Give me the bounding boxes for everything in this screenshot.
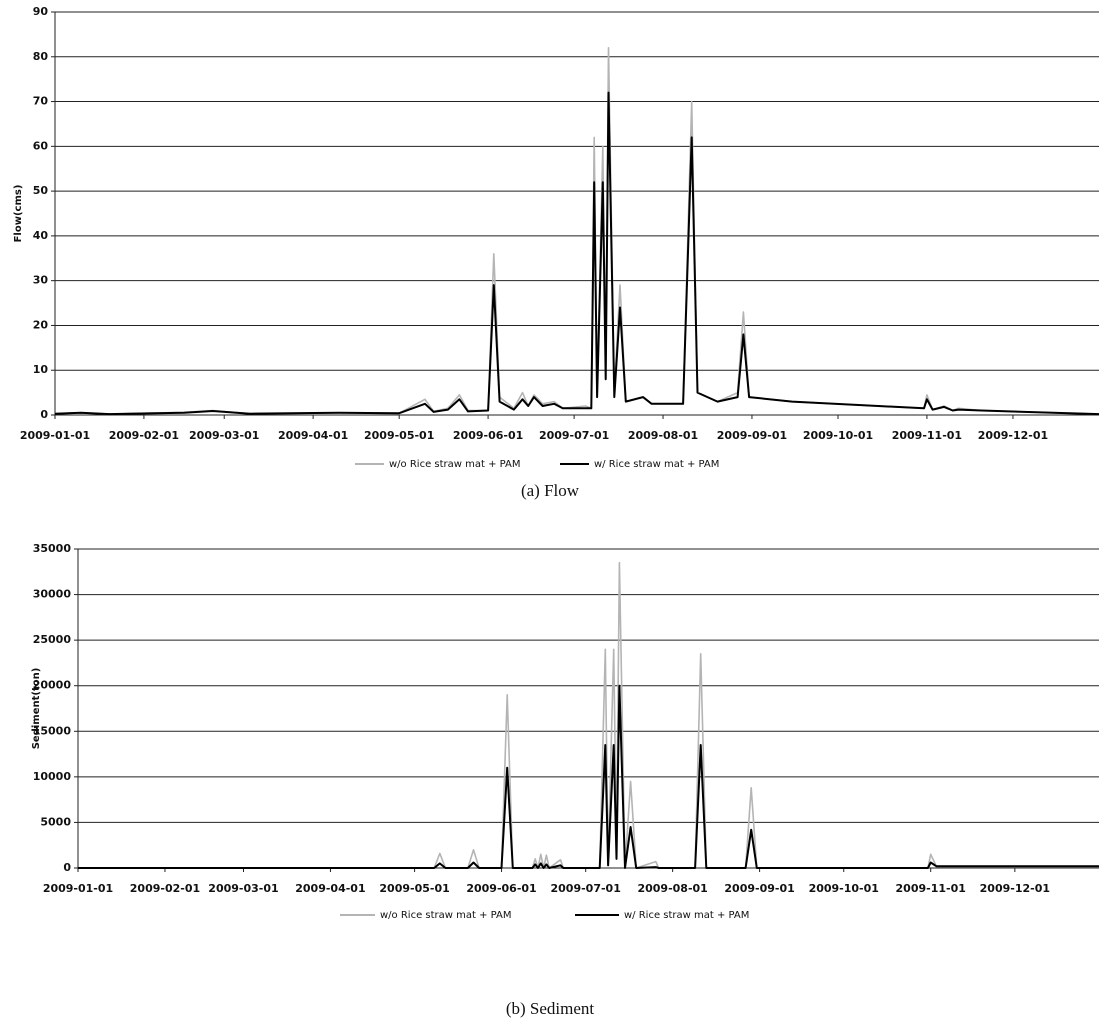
y-tick-label: 20 [33, 318, 49, 331]
y-tick-label: 90 [33, 5, 49, 18]
x-tick-label: 2009-11-01 [892, 429, 962, 442]
legend-label: w/ Rice straw mat + PAM [594, 459, 719, 470]
x-tick-label: 2009-04-01 [295, 882, 365, 895]
x-tick-label: 2009-04-01 [278, 429, 348, 442]
x-tick-label: 2009-02-01 [109, 429, 179, 442]
x-tick-label: 2009-10-01 [803, 429, 873, 442]
y-tick-label: 0 [40, 408, 48, 421]
y-tick-label: 10 [33, 363, 49, 376]
data-line [78, 684, 1099, 869]
y-axis-label: Flow(cms) [13, 185, 24, 243]
y-tick-label: 60 [33, 139, 49, 152]
x-tick-label: 2009-07-01 [539, 429, 609, 442]
legend-label: w/ Rice straw mat + PAM [624, 910, 749, 921]
y-tick-label: 50 [33, 184, 49, 197]
y-tick-label: 80 [33, 50, 49, 63]
y-tick-label: 5000 [40, 815, 71, 828]
x-tick-label: 2009-09-01 [724, 882, 794, 895]
y-tick-label: 40 [33, 229, 49, 242]
y-tick-label: 30000 [33, 588, 72, 601]
x-tick-label: 2009-08-01 [637, 882, 707, 895]
y-tick-label: 25000 [33, 633, 72, 646]
y-tick-label: 20000 [33, 679, 72, 692]
y-tick-label: 0 [63, 861, 71, 874]
x-tick-label: 2009-08-01 [628, 429, 698, 442]
x-tick-label: 2009-10-01 [809, 882, 879, 895]
y-axis-label: Sediment(ton) [31, 668, 42, 750]
x-tick-label: 2009-03-01 [208, 882, 278, 895]
x-tick-label: 2009-12-01 [980, 882, 1050, 895]
y-tick-label: 10000 [33, 770, 72, 783]
x-tick-label: 2009-09-01 [717, 429, 787, 442]
legend-label: w/o Rice straw mat + PAM [389, 459, 521, 470]
legend-label: w/o Rice straw mat + PAM [380, 910, 512, 921]
caption: (b) Sediment [506, 999, 595, 1018]
x-tick-label: 2009-06-01 [453, 429, 523, 442]
y-tick-label: 15000 [33, 724, 72, 737]
y-tick-label: 30 [33, 274, 49, 287]
x-tick-label: 2009-06-01 [466, 882, 536, 895]
x-tick-label: 2009-12-01 [978, 429, 1048, 442]
y-tick-label: 35000 [33, 542, 72, 555]
x-tick-label: 2009-02-01 [130, 882, 200, 895]
x-tick-label: 2009-01-01 [43, 882, 113, 895]
x-tick-label: 2009-05-01 [364, 429, 434, 442]
x-tick-label: 2009-05-01 [379, 882, 449, 895]
x-tick-label: 2009-03-01 [189, 429, 259, 442]
x-tick-label: 2009-01-01 [20, 429, 90, 442]
x-tick-label: 2009-11-01 [896, 882, 966, 895]
data-line [54, 91, 1100, 416]
caption: (a) Flow [521, 481, 580, 500]
y-tick-label: 70 [33, 95, 49, 108]
x-tick-label: 2009-07-01 [551, 882, 621, 895]
data-line [54, 47, 1100, 415]
